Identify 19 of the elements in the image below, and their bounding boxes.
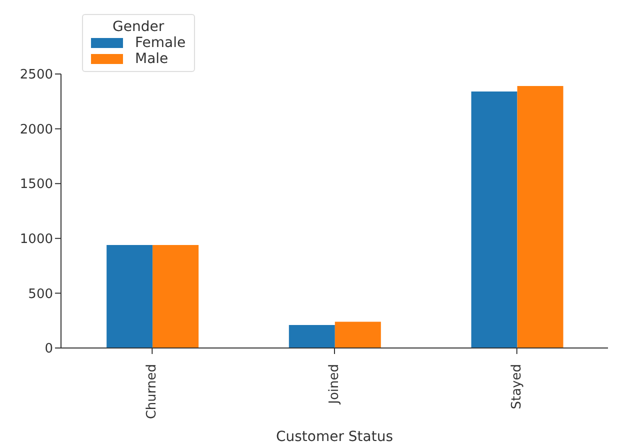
legend-title: Gender xyxy=(112,19,166,35)
x-tick-label: Joined xyxy=(327,364,342,405)
y-tick-label: 2000 xyxy=(20,122,53,138)
y-tick-label: 500 xyxy=(28,286,53,302)
bar xyxy=(471,92,518,348)
x-tick-label: Churned xyxy=(144,364,160,420)
bar xyxy=(152,244,199,348)
bar xyxy=(106,244,153,348)
y-tick-label: 0 xyxy=(44,342,53,357)
legend-label: Male xyxy=(135,51,168,67)
bar xyxy=(288,324,335,348)
y-tick-label: 1000 xyxy=(20,232,53,248)
x-axis-title: Customer Status xyxy=(276,429,394,445)
y-tick-label: 1500 xyxy=(20,177,53,192)
x-tick-label: Stayed xyxy=(509,364,524,410)
y-tick-label: 2500 xyxy=(20,68,53,83)
bar xyxy=(517,86,564,348)
bar xyxy=(334,322,381,348)
legend-label: Female xyxy=(135,35,186,51)
